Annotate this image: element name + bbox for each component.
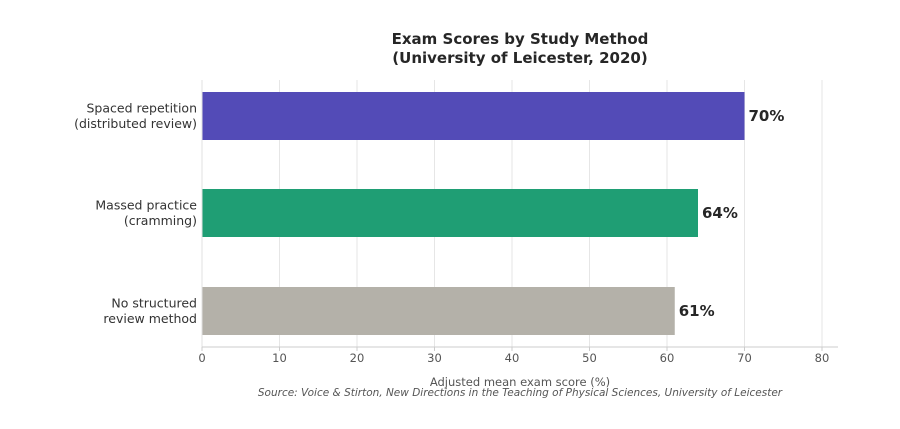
category-label-3-line-1: No structured [111, 295, 197, 310]
x-tick-label-0: 0 [198, 351, 205, 365]
bar-2 [202, 189, 698, 237]
bar-1 [202, 92, 745, 140]
category-label-1-line-2: (distributed review) [74, 116, 197, 131]
category-label-2-line-2: (cramming) [124, 213, 197, 228]
x-axis-title: Adjusted mean exam score (%) [430, 375, 610, 389]
axes: 0 10 20 30 40 50 60 70 80 [198, 80, 838, 365]
bar-3 [202, 287, 675, 335]
x-tick-label-70: 70 [737, 351, 752, 365]
bars [202, 92, 745, 335]
chart-title-line-2: (University of Leicester, 2020) [392, 49, 647, 67]
bar-value-label-1: 70% [749, 107, 785, 125]
bar-value-label-3: 61% [679, 302, 715, 320]
category-label-1-line-1: Spaced repetition [87, 100, 198, 115]
x-tick-label-20: 20 [350, 351, 365, 365]
chart-title-line-1: Exam Scores by Study Method [392, 30, 649, 48]
x-tick-label-50: 50 [582, 351, 597, 365]
x-tick-label-60: 60 [660, 351, 675, 365]
bar-value-label-2: 64% [702, 204, 738, 222]
x-tick-label-80: 80 [815, 351, 830, 365]
category-label-2-line-1: Massed practice [95, 197, 197, 212]
x-tick-label-10: 10 [272, 351, 287, 365]
x-tick-label-30: 30 [427, 351, 442, 365]
x-tick-label-40: 40 [505, 351, 520, 365]
category-label-3-line-2: review method [103, 311, 197, 326]
source-note: Source: Voice & Stirton, New Directions … [258, 387, 783, 399]
